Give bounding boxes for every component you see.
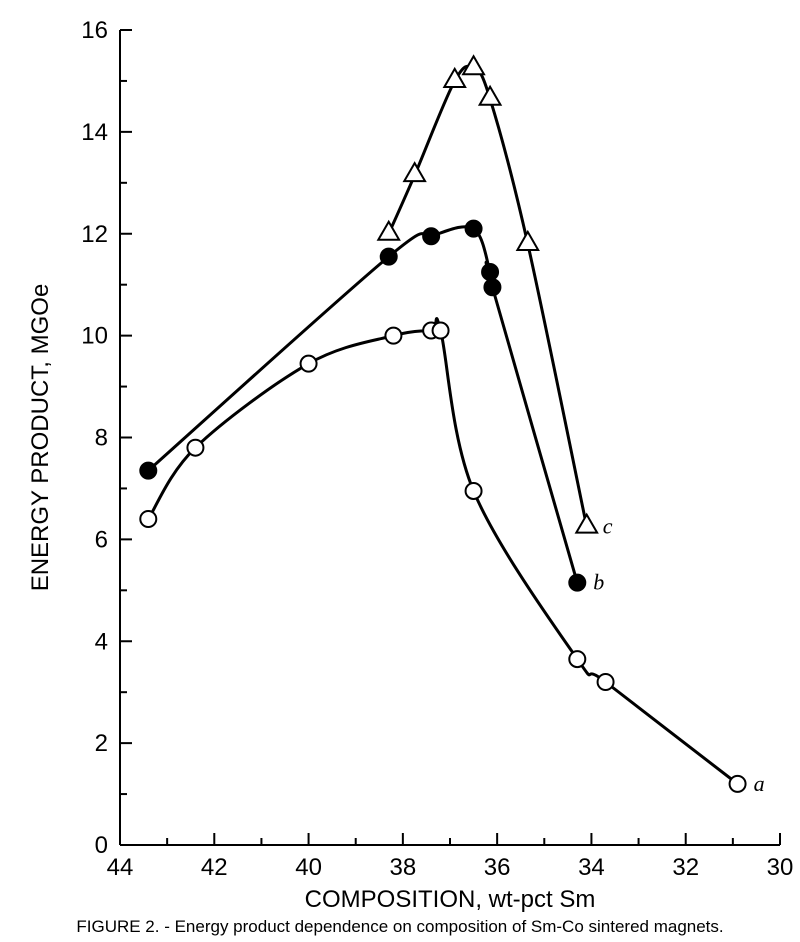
series-b-marker xyxy=(484,279,500,295)
x-tick-label: 36 xyxy=(484,854,511,881)
x-tick-label: 34 xyxy=(578,854,605,881)
figure-caption: FIGURE 2. - Energy product dependence on… xyxy=(76,917,723,936)
y-tick-label: 6 xyxy=(95,526,108,553)
x-tick-label: 42 xyxy=(201,854,228,881)
series-a: a xyxy=(140,318,764,795)
y-tick-label: 12 xyxy=(81,221,108,248)
y-tick-label: 4 xyxy=(95,628,108,655)
series-b-line xyxy=(148,227,577,583)
series-a-marker xyxy=(569,651,585,667)
y-tick-label: 8 xyxy=(95,425,108,452)
series-a-marker xyxy=(385,328,401,344)
series-c-marker xyxy=(404,163,425,181)
series-b-marker xyxy=(482,264,498,280)
x-tick-label: 38 xyxy=(390,854,417,881)
y-tick-label: 10 xyxy=(81,323,108,350)
series-a-marker xyxy=(301,356,317,372)
x-tick-label: 44 xyxy=(107,854,134,881)
series-a-label: a xyxy=(754,771,765,796)
chart-container: 44 42 40 38 36 34 32 30 0 2 4 6 8 10 12 14 16 COMPOSITION… xyxy=(0,0,800,942)
series-c-marker xyxy=(378,222,399,240)
series-a-marker xyxy=(140,511,156,527)
series-a-marker xyxy=(466,483,482,499)
series-a-marker xyxy=(730,776,746,792)
energy-product-chart: 44 42 40 38 36 34 32 30 0 2 4 6 8 10 12 14 16 COMPOSITION… xyxy=(0,0,800,942)
y-tick-label: 14 xyxy=(81,119,108,146)
series-c-line xyxy=(389,66,587,526)
x-tick-label: 30 xyxy=(767,854,794,881)
series-b-marker xyxy=(466,221,482,237)
y-tick-label: 0 xyxy=(95,832,108,859)
series-c-marker xyxy=(576,515,597,533)
x-tick-label: 32 xyxy=(672,854,699,881)
series-b-marker xyxy=(569,575,585,591)
series-b-label: b xyxy=(593,570,604,595)
series-a-marker xyxy=(187,440,203,456)
series-a-marker xyxy=(598,674,614,690)
series-b-marker xyxy=(423,228,439,244)
series-b-marker xyxy=(381,249,397,265)
x-axis-label: COMPOSITION, wt-pct Sm xyxy=(305,886,596,913)
series-c-marker xyxy=(480,87,501,105)
x-tick-label: 40 xyxy=(295,854,322,881)
y-tick-label: 16 xyxy=(81,17,108,44)
series-b-marker xyxy=(140,463,156,479)
series-c-label: c xyxy=(603,514,613,539)
y-axis-label: ENERGY PRODUCT, MGOe xyxy=(27,284,54,592)
series-a-marker xyxy=(433,323,449,339)
series-a-line xyxy=(148,318,737,783)
y-tick-label: 2 xyxy=(95,730,108,757)
series-c-marker xyxy=(517,232,538,250)
